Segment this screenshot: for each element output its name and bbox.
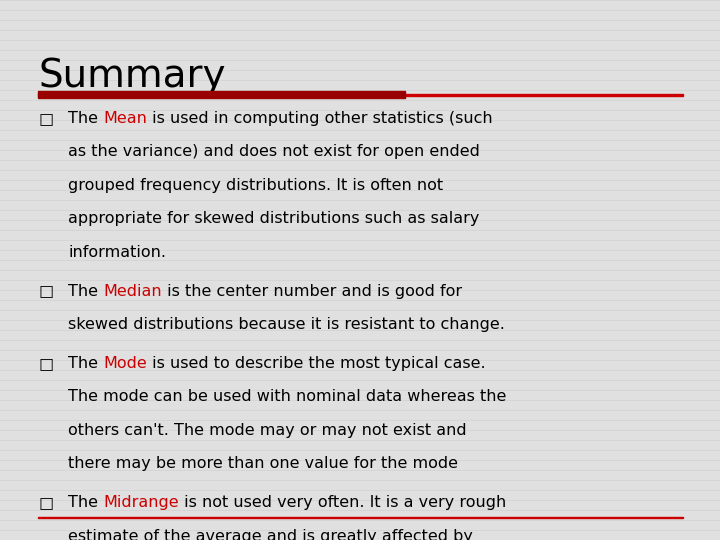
Text: □: □ [38, 284, 53, 299]
Text: grouped frequency distributions. It is often not: grouped frequency distributions. It is o… [68, 178, 444, 193]
Text: is the center number and is good for: is the center number and is good for [162, 284, 462, 299]
Text: Summary: Summary [38, 57, 225, 94]
Bar [38, 94, 683, 96]
Bar [38, 91, 405, 98]
Text: others can't. The mode may or may not exist and: others can't. The mode may or may not ex… [68, 423, 467, 438]
Text: skewed distributions because it is resistant to change.: skewed distributions because it is resis… [68, 317, 505, 332]
Text: there may be more than one value for the mode: there may be more than one value for the… [68, 456, 459, 471]
Text: estimate of the average and is greatly affected by: estimate of the average and is greatly a… [68, 529, 473, 540]
Text: The: The [68, 111, 104, 126]
Text: information.: information. [68, 245, 166, 260]
Text: □: □ [38, 356, 53, 371]
Text: is used in computing other statistics (such: is used in computing other statistics (s… [148, 111, 493, 126]
Text: is used to describe the most typical case.: is used to describe the most typical cas… [148, 356, 486, 371]
Text: The: The [68, 284, 104, 299]
Text: Mode: Mode [104, 356, 148, 371]
Text: Midrange: Midrange [104, 495, 179, 510]
Text: The: The [68, 356, 104, 371]
Text: □: □ [38, 111, 53, 126]
Text: appropriate for skewed distributions such as salary: appropriate for skewed distributions suc… [68, 211, 480, 226]
Text: □: □ [38, 495, 53, 510]
Text: is not used very often. It is a very rough: is not used very often. It is a very rou… [179, 495, 506, 510]
Text: The: The [68, 495, 104, 510]
Text: as the variance) and does not exist for open ended: as the variance) and does not exist for … [68, 144, 480, 159]
Text: The mode can be used with nominal data whereas the: The mode can be used with nominal data w… [68, 389, 507, 404]
Bar [38, 517, 683, 518]
Text: Median: Median [104, 284, 162, 299]
Text: Mean: Mean [104, 111, 148, 126]
